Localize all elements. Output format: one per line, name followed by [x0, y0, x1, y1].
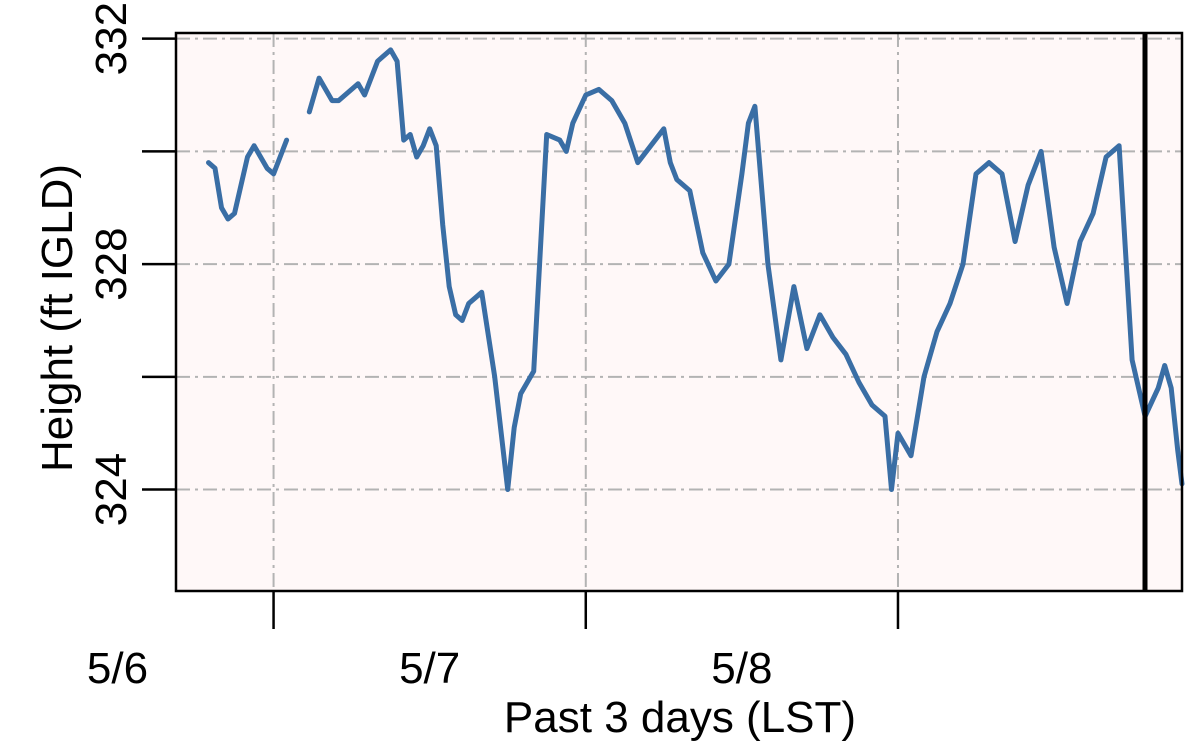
x-tick-label: 5/6	[87, 644, 148, 693]
x-axis-ticks: 5/6 5/7 5/8	[87, 591, 900, 693]
x-tick-label: 5/7	[399, 644, 460, 693]
y-axis-ticks: 324 328 332	[87, 2, 176, 526]
x-tick-label: 5/8	[711, 644, 772, 693]
plot-background	[176, 33, 1182, 591]
x-axis-title: Past 3 days (LST)	[504, 693, 856, 742]
series-line	[206, 47, 1185, 492]
y-tick-label: 324	[87, 453, 136, 526]
grid	[176, 33, 1182, 591]
y-axis-title: Height (ft IGLD)	[33, 164, 82, 472]
plot-frame	[174, 31, 1184, 593]
y-tick-label: 332	[87, 2, 136, 75]
y-tick-label: 328	[87, 227, 136, 300]
